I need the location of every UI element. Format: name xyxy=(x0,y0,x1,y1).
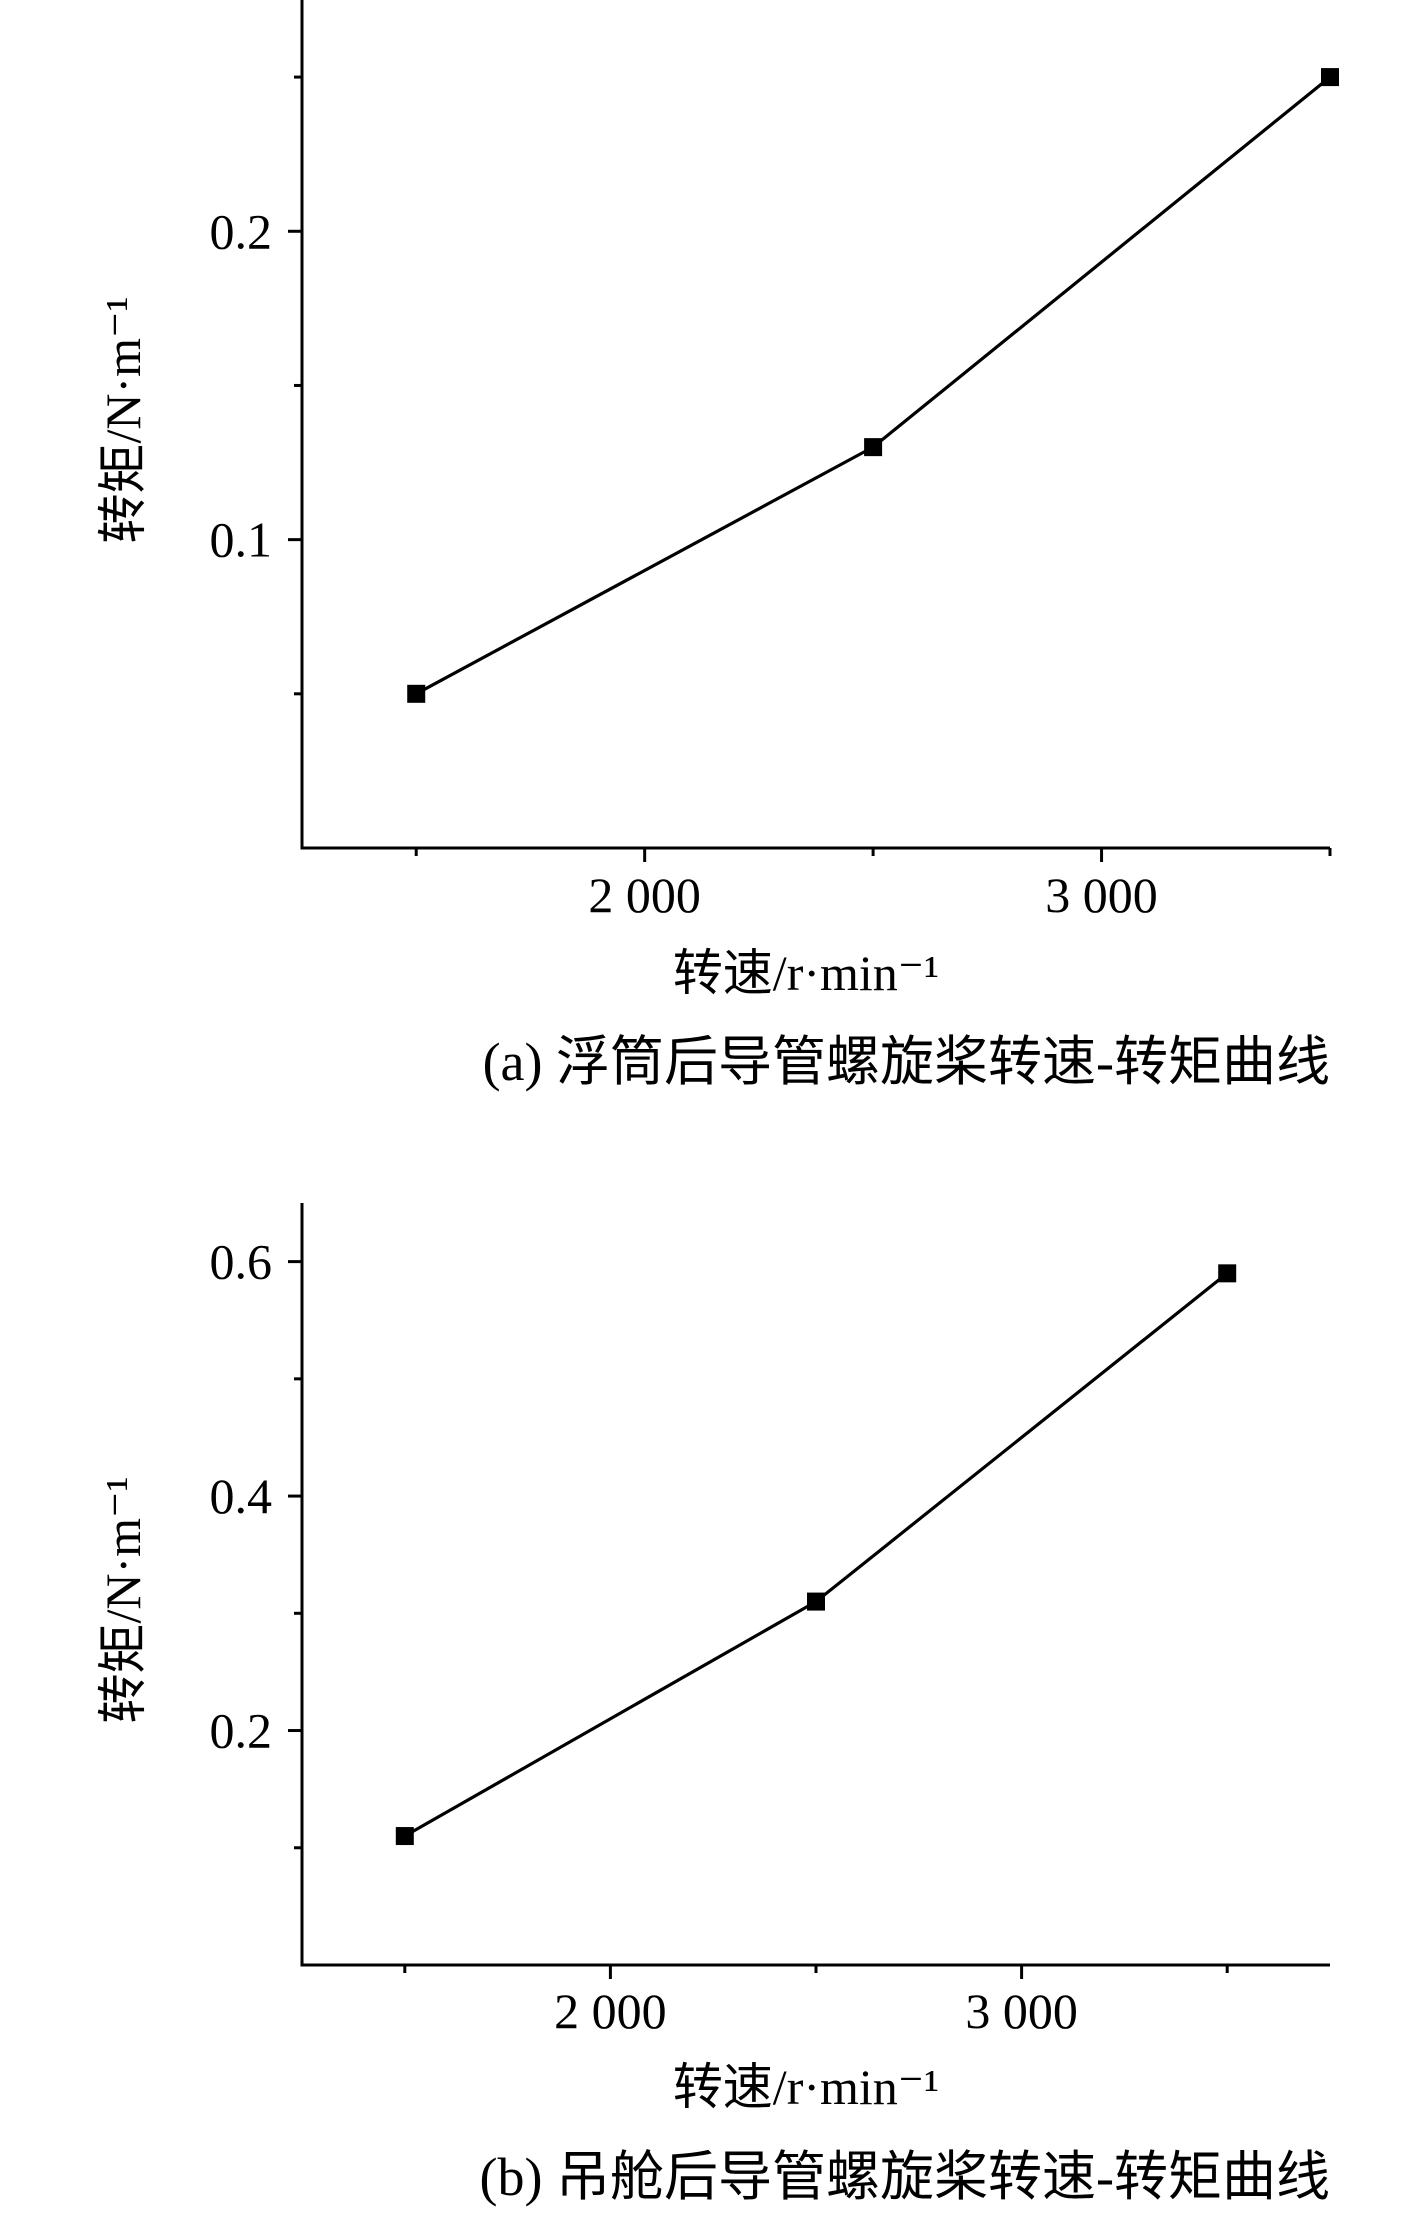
x-axis-title: 转速/r·min⁻¹ xyxy=(673,2059,939,2115)
y-tick-label: 0.1 xyxy=(210,512,273,568)
y-axis-title: 转矩/N·m⁻¹ xyxy=(95,1477,151,1724)
y-tick-label: 0.6 xyxy=(210,1234,273,1290)
series-line xyxy=(415,75,1332,696)
y-tick-label: 0.2 xyxy=(210,203,273,259)
data-point-marker xyxy=(1321,68,1339,87)
x-tick-label: 3 000 xyxy=(965,1983,1078,2039)
data-point-marker xyxy=(395,1827,414,1846)
data-point-marker xyxy=(864,438,883,457)
y-tick-label: 0.2 xyxy=(210,1703,273,1759)
series-line xyxy=(404,1272,1229,1838)
y-axis-title: 转矩/N·m⁻¹ xyxy=(95,297,151,544)
x-tick-label: 2 000 xyxy=(588,867,701,923)
data-point-marker xyxy=(407,684,426,703)
axes-frame xyxy=(300,0,1330,850)
x-axis-title: 转速/r·min⁻¹ xyxy=(673,945,939,1001)
panel-b: 2 000 3 000 0.2 0.4 0.6 转速/r·min⁻¹ 转矩/N·m⁻¹ (b)… xyxy=(95,1203,1330,2207)
data-point-marker xyxy=(807,1592,825,1611)
x-tick-label: 3 000 xyxy=(1045,867,1158,923)
axes-frame xyxy=(300,1203,1330,1967)
x-tick-label: 2 000 xyxy=(554,1983,667,2039)
panel-a: 2 000 3 000 0.1 0.2 转速/r·min⁻¹ 转矩/N·m⁻¹ (a) 浮筒… xyxy=(95,0,1339,1092)
data-point-marker xyxy=(1218,1264,1237,1283)
figure-caption: (b) 吊舱后导管螺旋桨转速-转矩曲线 xyxy=(480,2147,1330,2207)
y-tick-label: 0.4 xyxy=(210,1468,273,1524)
figure-caption: (a) 浮筒后导管螺旋桨转速-转矩曲线 xyxy=(483,1032,1330,1092)
